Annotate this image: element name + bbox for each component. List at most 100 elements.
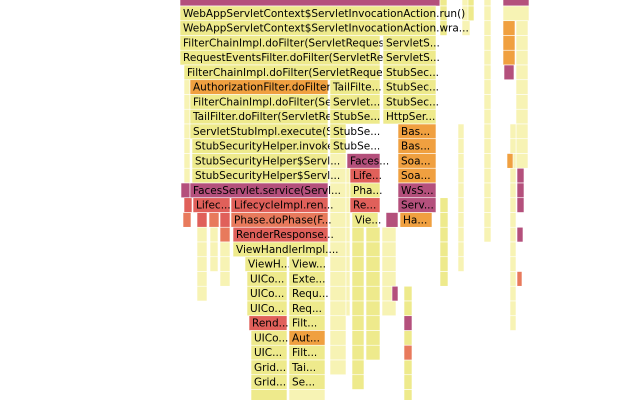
frame [515, 94, 529, 110]
frame-label: ViewHandlerImpl.... [236, 244, 339, 256]
frame [345, 256, 351, 272]
frame [179, 0, 441, 7]
frame [467, 0, 475, 7]
frame [483, 0, 492, 7]
frame [515, 35, 529, 51]
frame-label: Requ... [292, 288, 329, 300]
frame-label: StubSe... [333, 111, 380, 123]
frame [457, 123, 465, 140]
frame [403, 315, 413, 331]
frame-label: ServletS... [386, 37, 440, 49]
frame [219, 256, 231, 272]
frame [345, 241, 351, 258]
frame-label: Lifec... [196, 200, 231, 212]
frame [209, 241, 219, 258]
frame [183, 197, 193, 213]
frame [509, 167, 517, 184]
frame [515, 138, 529, 154]
frame [365, 315, 381, 331]
frame [365, 241, 381, 258]
frame-label: Grid... [254, 362, 286, 374]
frame [509, 300, 517, 317]
frame [403, 374, 413, 390]
frame [219, 271, 231, 287]
frame [381, 300, 397, 317]
frame [439, 226, 449, 243]
frame-label: Filt... [292, 347, 317, 359]
frame [509, 197, 517, 213]
frame [516, 167, 525, 184]
frame [483, 123, 492, 140]
frame [515, 20, 529, 36]
frame [329, 315, 347, 331]
frame-label: StubSec... [386, 96, 439, 108]
frame [509, 182, 517, 199]
frame [502, 0, 530, 7]
frame [209, 256, 219, 272]
frame [209, 226, 219, 243]
frame [182, 212, 192, 228]
frame [502, 20, 516, 36]
frame-label: Serv... [401, 200, 434, 212]
frame [483, 226, 492, 243]
frame [329, 271, 347, 287]
frame-label: StubSecurityHelper$Servl... [195, 155, 340, 167]
frame [439, 197, 449, 213]
frame [483, 182, 492, 199]
frame-label: ServletStubImpl.execute(S... [193, 126, 343, 138]
frame [329, 330, 347, 346]
frame-label: Soa... [401, 170, 431, 182]
frame [483, 5, 492, 22]
frame [196, 226, 208, 243]
frame [196, 256, 208, 272]
frame-label: Life... [353, 170, 382, 182]
frame [329, 108, 381, 125]
frame [457, 212, 465, 228]
frame [196, 241, 208, 258]
frame [457, 138, 465, 154]
frame [457, 153, 465, 169]
frame [461, 20, 471, 36]
frame [288, 389, 326, 400]
frame [351, 374, 365, 390]
frame [365, 226, 381, 243]
frame [351, 256, 365, 272]
frame [345, 182, 351, 199]
frame [351, 226, 365, 243]
frame [483, 49, 492, 66]
frame [483, 138, 492, 154]
frame [515, 49, 529, 66]
frame [509, 138, 517, 154]
frame [403, 285, 413, 302]
frame [509, 123, 517, 140]
frame [515, 153, 529, 169]
frame [509, 226, 517, 243]
frame-label: Filt... [292, 318, 317, 330]
frame [329, 256, 347, 272]
frame [509, 285, 517, 302]
frame [183, 79, 191, 95]
frame [351, 330, 365, 346]
frame [509, 315, 517, 331]
frame [183, 167, 191, 184]
frame-label: UICo... [250, 288, 284, 300]
frame [483, 79, 492, 95]
frame [516, 182, 525, 199]
frame [439, 212, 449, 228]
frame [457, 226, 465, 243]
frame [329, 359, 347, 376]
frame-label: Exte... [292, 273, 325, 285]
frame [503, 64, 515, 81]
frame-label: AuthorizationFilter.doFilter(... [193, 82, 345, 94]
frame [457, 167, 465, 184]
frame [183, 108, 191, 125]
frame [183, 153, 191, 169]
frame [403, 300, 413, 317]
frame-label: UIC... [254, 347, 282, 359]
frame [502, 49, 516, 66]
frame [483, 153, 492, 169]
frame [351, 344, 365, 361]
frame-label: Phase.doPhase(F... [234, 214, 332, 226]
frame-label: Req... [292, 303, 322, 315]
frame [509, 241, 517, 258]
